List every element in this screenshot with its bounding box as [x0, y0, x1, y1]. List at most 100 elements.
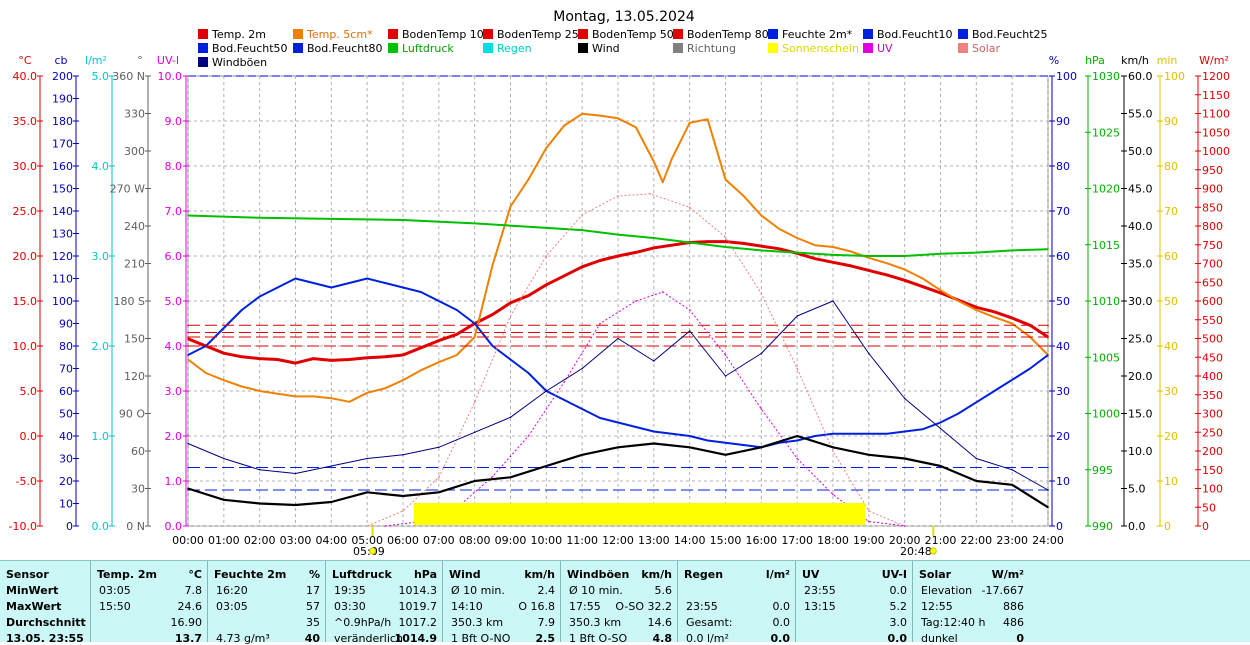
data-point: [187, 324, 189, 327]
data-point: [688, 309, 691, 311]
data-point: [653, 160, 655, 163]
axis-tick-label: 1150: [1202, 89, 1230, 102]
stats-value: 2.4: [537, 584, 556, 597]
data-point: [599, 417, 601, 419]
data-point: [760, 408, 763, 410]
data-point: [366, 277, 368, 280]
stats-value: 0.0: [889, 584, 908, 597]
data-point: [724, 354, 727, 356]
data-point: [724, 375, 727, 377]
legend-label: Solar: [972, 42, 1001, 55]
axis-tick-label: 60: [131, 445, 145, 458]
data-point: [1011, 249, 1013, 252]
axis-unit-wind: km/h: [1121, 54, 1149, 67]
legend-swatch: [198, 57, 208, 67]
axis-tick-label: 180: [52, 115, 73, 128]
legend-swatch: [863, 43, 873, 53]
x-tick-label: 19:00: [853, 534, 885, 547]
stats-value: -17.667: [981, 584, 1024, 597]
axis-tick-label: 1.0: [165, 475, 183, 488]
axis-tick-label: 900: [1202, 183, 1223, 196]
axis-tick-label: 40.0: [13, 70, 38, 83]
stats-value: 17: [306, 584, 320, 597]
axis-tick-label: -5.0: [16, 475, 37, 488]
data-point: [276, 392, 279, 395]
stats-time: Ø 10 min.: [451, 584, 505, 597]
data-point: [975, 306, 978, 309]
data-point: [312, 395, 315, 398]
stats-header: Windböen: [567, 568, 630, 581]
data-point: [455, 354, 458, 356]
data-point: [939, 421, 942, 424]
stats-unit: km/h: [524, 568, 555, 581]
axis-tick-label: 120: [124, 370, 145, 383]
data-point: [939, 289, 942, 292]
stats-value: 1017.2: [398, 616, 438, 629]
data-point: [706, 439, 709, 442]
data-point: [706, 118, 709, 120]
data-point: [438, 491, 440, 494]
data-point: [653, 442, 655, 445]
data-point: [545, 284, 548, 286]
axis-tick-label: 9.0: [165, 115, 183, 128]
stats-time: 15:50: [99, 600, 131, 613]
data-point: [975, 251, 978, 254]
data-point: [473, 322, 476, 325]
axis-tick-label: 70: [1164, 205, 1178, 218]
axis-tick-label: 90: [59, 318, 73, 331]
data-point: [240, 309, 243, 311]
data-point: [724, 178, 727, 181]
legend-label: Regen: [497, 42, 532, 55]
data-point: [832, 254, 834, 256]
axis-tick-label: 210: [124, 258, 145, 271]
data-point: [653, 430, 655, 433]
data-point: [778, 228, 781, 230]
data-point: [832, 300, 834, 302]
axis-unit-hum: %: [1049, 54, 1059, 67]
data-point: [402, 379, 404, 382]
axis-tick-label: 6.0: [165, 250, 183, 263]
data-point: [187, 338, 189, 340]
sunset-time: 20:48: [900, 545, 932, 558]
data-point: [491, 313, 494, 316]
data-point: [760, 352, 763, 355]
data-point: [661, 181, 664, 183]
stats-time: veränderlich: [334, 632, 403, 645]
legend-swatch: [293, 43, 303, 53]
data-point: [527, 294, 530, 297]
axis-tick-label: 1.0: [92, 430, 110, 443]
data-point: [868, 520, 870, 523]
axis-tick-label: 1050: [1202, 126, 1230, 139]
data-point: [635, 300, 637, 302]
data-point: [778, 248, 781, 250]
x-tick-label: 12:00: [602, 534, 634, 547]
data-point: [1011, 378, 1013, 381]
x-tick-label: 05:00: [351, 534, 383, 547]
data-point: [850, 265, 852, 267]
data-point: [402, 219, 404, 221]
stats-time: 03:30: [334, 600, 366, 613]
data-point: [724, 240, 727, 243]
data-point: [438, 361, 440, 364]
data-point: [545, 465, 548, 467]
axis-tick-label: 80: [1056, 160, 1070, 173]
data-point: [903, 279, 906, 282]
axis-tick-label: 130: [52, 228, 73, 241]
axis-tick-label: 40: [1056, 340, 1070, 353]
axis-tick-label: 700: [1202, 258, 1223, 271]
stats-unit: UV-I: [881, 568, 907, 581]
data-point: [617, 233, 619, 236]
legend-swatch: [388, 43, 398, 53]
weather-chart: Montag, 13.05.2024 Temp. 2m Temp. 5cm* Bod…: [9, 9, 1230, 558]
stats-value: 7.9: [537, 616, 556, 629]
data-point: [868, 453, 870, 456]
x-tick-label: 18:00: [817, 534, 849, 547]
series-temp-5cm-: [187, 112, 1049, 403]
axis-tick-label: 270 W: [110, 183, 145, 196]
axis-tick-label: 10: [1056, 475, 1070, 488]
data-point: [366, 356, 368, 359]
stats-value: 5.2: [889, 600, 908, 613]
axis-tick-label: 25.0: [1128, 333, 1153, 346]
x-tick-label: 20:00: [889, 534, 921, 547]
stats-value: 5.6: [654, 584, 673, 597]
